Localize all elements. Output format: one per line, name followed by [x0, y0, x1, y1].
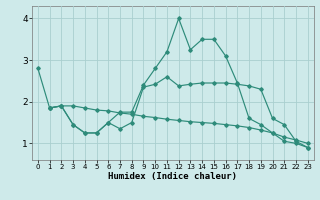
X-axis label: Humidex (Indice chaleur): Humidex (Indice chaleur): [108, 172, 237, 181]
